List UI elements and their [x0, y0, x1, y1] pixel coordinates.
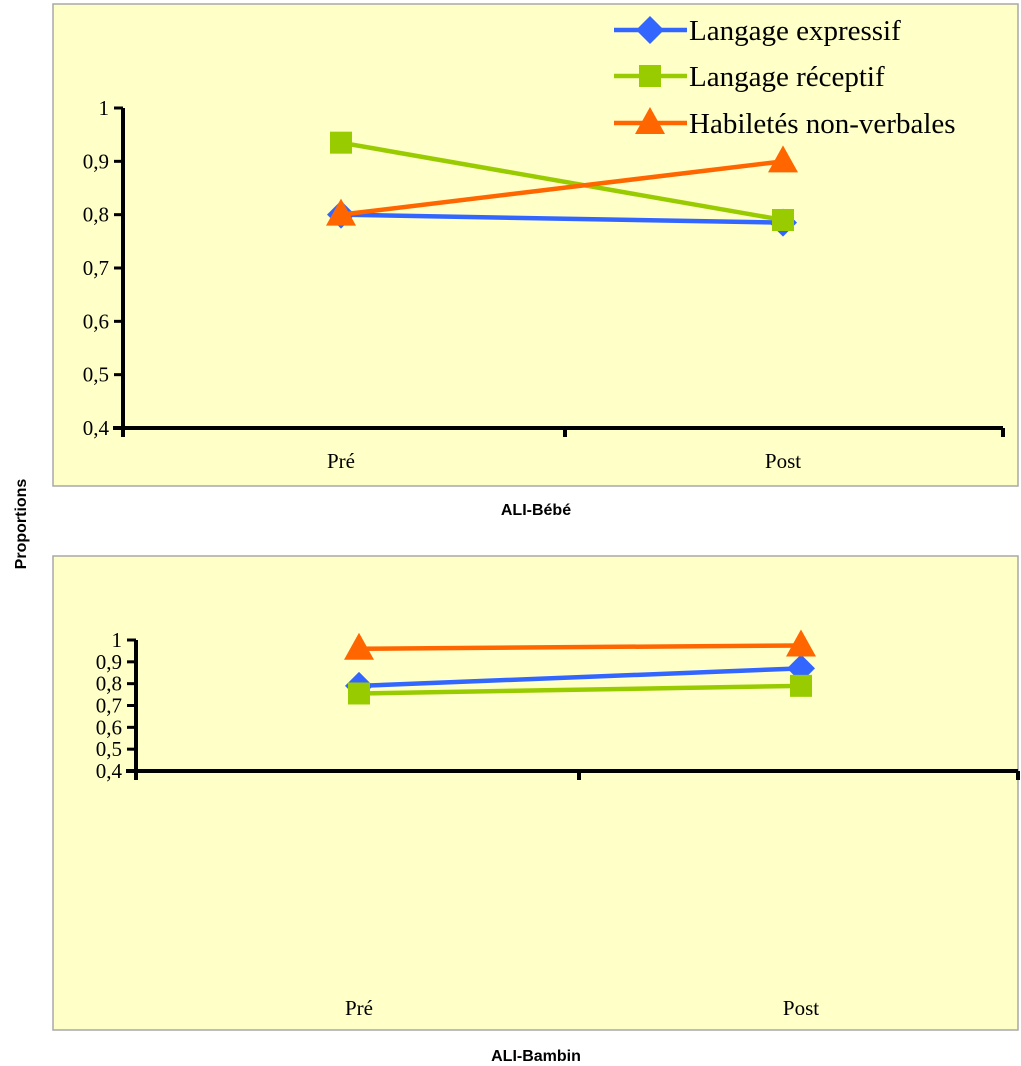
- y-tick-label: 0,5: [83, 363, 109, 387]
- data-point: [330, 131, 352, 154]
- chart-panel-1: 0,4 0,5 0,6 0,7 0,8 0,9 1 Pré Post ALI-Bébé Langag…: [52, 3, 1019, 519]
- x-tick-label: Post: [765, 449, 801, 473]
- y-axis-title: Proportions: [13, 479, 30, 570]
- legend-label: Habiletés non-verbales: [689, 108, 956, 140]
- panel-caption: ALI-Bébé: [501, 502, 571, 519]
- plot-background: [52, 3, 1019, 487]
- y-tick-label: 0,7: [83, 256, 109, 280]
- y-tick-label: 0,6: [96, 715, 122, 739]
- series-line: [340, 140, 784, 223]
- legend: Langage expressif Langage réceptif Habilet…: [614, 15, 956, 140]
- y-tick-label: 1: [99, 96, 110, 120]
- legend-marker: [639, 65, 661, 87]
- y-tick-label: 0,9: [83, 149, 109, 173]
- data-point: [344, 632, 374, 660]
- x-tick-label: Pré: [345, 996, 373, 1020]
- y-tick-label: 0,5: [96, 737, 122, 761]
- data-point: [772, 209, 794, 231]
- y-tick-label: 0,8: [96, 672, 122, 696]
- legend-label: Langage réceptif: [689, 61, 885, 93]
- series-line: [358, 683, 802, 696]
- y-tick-label: 0,4: [96, 759, 123, 783]
- series-line: [340, 212, 784, 225]
- x-tick-label: Pré: [327, 449, 355, 473]
- y-tick-label: 0,7: [96, 694, 122, 718]
- series-line: [358, 643, 802, 651]
- x-tick-label: Post: [783, 996, 819, 1020]
- legend-label: Langage expressif: [689, 15, 901, 47]
- data-point: [326, 198, 356, 226]
- y-tick-label: 0,4: [83, 416, 110, 440]
- panel-caption: ALI-Bambin: [491, 1048, 581, 1065]
- y-tick-label: 0,6: [83, 309, 109, 333]
- data-point: [768, 145, 798, 173]
- chart-panel-2: 0,40,50,60,70,80,91 Pré Post ALI-Bambin: [52, 555, 1020, 1065]
- series-line: [358, 666, 802, 689]
- data-point: [790, 674, 812, 697]
- legend-marker: [636, 16, 664, 44]
- y-tick-label: 0,8: [83, 203, 109, 227]
- data-point: [348, 682, 370, 705]
- series-line: [340, 159, 784, 217]
- y-tick-label: 0,9: [96, 650, 122, 674]
- plot-background: [52, 555, 1019, 1031]
- y-tick-label: 1: [112, 628, 123, 652]
- data-point: [786, 629, 816, 657]
- legend-marker: [635, 107, 665, 134]
